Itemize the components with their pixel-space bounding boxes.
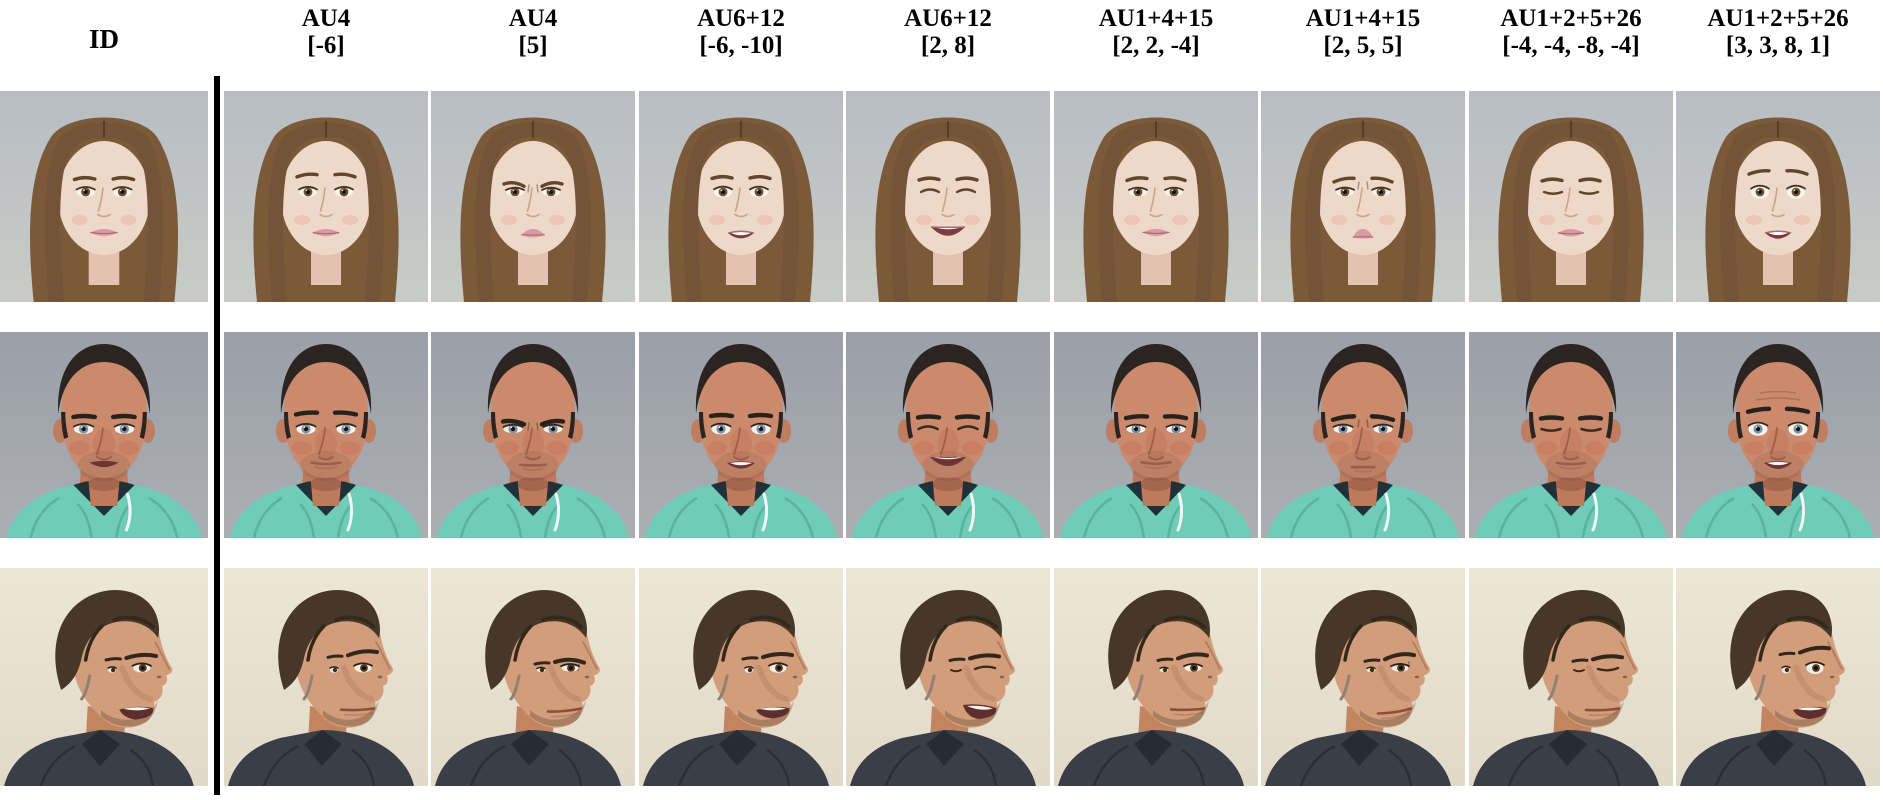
column-header-4: AU6+12 [2, 8] [846, 5, 1050, 59]
face-photo [224, 91, 428, 302]
face-photo [1676, 332, 1880, 538]
generated-face-row-2-col-3 [639, 332, 843, 538]
generated-face-row-3-col-3 [639, 568, 843, 786]
generated-face-row-1-col-4 [846, 91, 1050, 302]
au-label: AU1+2+5+26 [1707, 5, 1849, 32]
generated-face-row-1-col-7 [1469, 91, 1673, 302]
face-photo [846, 91, 1050, 302]
column-header-8: AU1+2+5+26 [3, 3, 8, 1] [1676, 5, 1880, 59]
generated-face-row-1-col-2 [431, 91, 635, 302]
generated-face-row-2-col-2 [431, 332, 635, 538]
intensity-label: [3, 3, 8, 1] [1725, 32, 1831, 59]
column-header-6: AU1+4+15 [2, 5, 5] [1261, 5, 1465, 59]
face-photo [1261, 332, 1465, 538]
face-photo [1469, 91, 1673, 302]
intensity-label: [2, 5, 5] [1323, 32, 1403, 59]
intensity-label: [5] [518, 32, 548, 59]
generated-face-row-2-col-6 [1261, 332, 1465, 538]
face-photo [846, 568, 1050, 786]
intensity-label: [2, 2, -4] [1112, 32, 1200, 59]
generated-face-row-3-col-1 [224, 568, 428, 786]
generated-face-row-3-col-7 [1469, 568, 1673, 786]
au-label: AU1+4+15 [1305, 5, 1421, 32]
face-photo [1261, 91, 1465, 302]
au-label: AU6+12 [697, 5, 785, 32]
generated-face-row-3-col-2 [431, 568, 635, 786]
generated-face-row-3-col-6 [1261, 568, 1465, 786]
face-photo [224, 332, 428, 538]
intensity-label: [-4, -4, -8, -4] [1502, 32, 1640, 59]
column-header-7: AU1+2+5+26 [-4, -4, -8, -4] [1469, 5, 1673, 59]
face-photo [639, 91, 843, 302]
face-photo [431, 332, 635, 538]
id-column-header: ID [88, 24, 119, 54]
generated-face-row-3-col-4 [846, 568, 1050, 786]
generated-face-row-1-col-3 [639, 91, 843, 302]
generated-face-row-1-col-8 [1676, 91, 1880, 302]
generated-face-row-1-col-6 [1261, 91, 1465, 302]
generated-face-row-2-col-8 [1676, 332, 1880, 538]
column-header-2: AU4 [5] [431, 5, 635, 59]
au-label: AU4 [508, 5, 558, 32]
intensity-label: [2, 8] [920, 32, 976, 59]
face-photo [0, 91, 208, 302]
face-photo [0, 332, 208, 538]
face-photo [639, 568, 843, 786]
face-photo [431, 568, 635, 786]
face-photo [224, 568, 428, 786]
face-photo [431, 91, 635, 302]
face-photo [639, 332, 843, 538]
face-photo [1054, 568, 1258, 786]
generated-face-row-2-col-7 [1469, 332, 1673, 538]
id-face-row-2 [0, 332, 208, 538]
generated-face-row-2-col-4 [846, 332, 1050, 538]
face-photo [0, 568, 208, 786]
face-photo [1054, 91, 1258, 302]
generated-face-row-2-col-5 [1054, 332, 1258, 538]
generated-face-row-1-col-5 [1054, 91, 1258, 302]
intensity-label: [-6] [307, 32, 345, 59]
generated-face-row-3-col-5 [1054, 568, 1258, 786]
generated-face-row-2-col-1 [224, 332, 428, 538]
generated-face-row-1-col-1 [224, 91, 428, 302]
id-face-row-1 [0, 91, 208, 302]
face-photo [1054, 332, 1258, 538]
face-photo [1676, 568, 1880, 786]
face-photo [1469, 568, 1673, 786]
separator-line [214, 76, 220, 795]
au-label: AU1+4+15 [1098, 5, 1214, 32]
au-label: AU4 [301, 5, 351, 32]
column-header-1: AU4 [-6] [224, 5, 428, 59]
face-photo [846, 332, 1050, 538]
generated-face-row-3-col-8 [1676, 568, 1880, 786]
au-label: AU1+2+5+26 [1500, 5, 1642, 32]
face-photo [1261, 568, 1465, 786]
column-header-3: AU6+12 [-6, -10] [639, 5, 843, 59]
face-photo [1676, 91, 1880, 302]
id-face-row-3 [0, 568, 208, 786]
au-label: AU6+12 [904, 5, 992, 32]
intensity-label: [-6, -10] [699, 32, 783, 59]
face-photo [1469, 332, 1673, 538]
column-header-5: AU1+4+15 [2, 2, -4] [1054, 5, 1258, 59]
